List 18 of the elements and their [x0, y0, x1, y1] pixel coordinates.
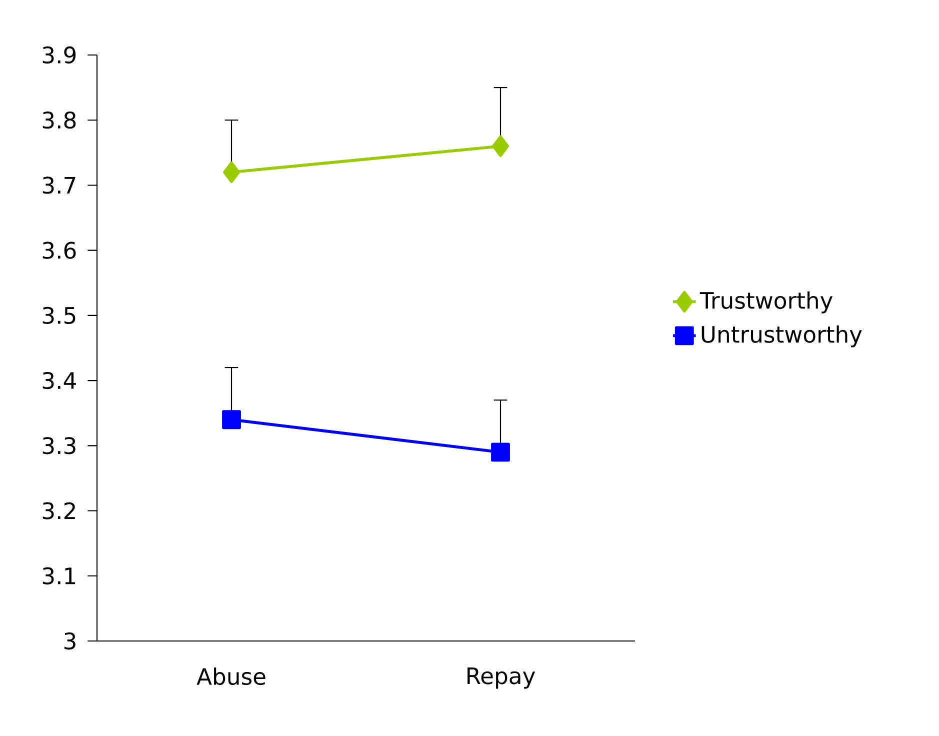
x-tick-label: Repay	[468, 667, 536, 689]
y-tick-label: 3.9	[42, 46, 76, 64]
y-tick-label: 3.4	[42, 372, 76, 390]
point	[492, 135, 509, 157]
y-tick-label: 3	[64, 632, 76, 650]
y-tick-label: 3.7	[42, 176, 76, 194]
y-tick-label: 3.6	[42, 242, 76, 259]
y-tick-label: 3.5	[42, 306, 76, 324]
legend-label: Trustworthy	[700, 291, 833, 314]
point	[223, 161, 240, 183]
y-tick-label: 3.1	[42, 567, 76, 584]
point	[222, 410, 241, 430]
y-tick-label: 3.3	[42, 437, 76, 454]
y-tick-label: 3.2	[42, 502, 75, 520]
x-tick-label: Abuse	[196, 667, 266, 686]
point	[491, 442, 510, 462]
legend-label: Untrustworthy	[702, 325, 862, 348]
y-tick-label: 3.8	[42, 112, 76, 129]
